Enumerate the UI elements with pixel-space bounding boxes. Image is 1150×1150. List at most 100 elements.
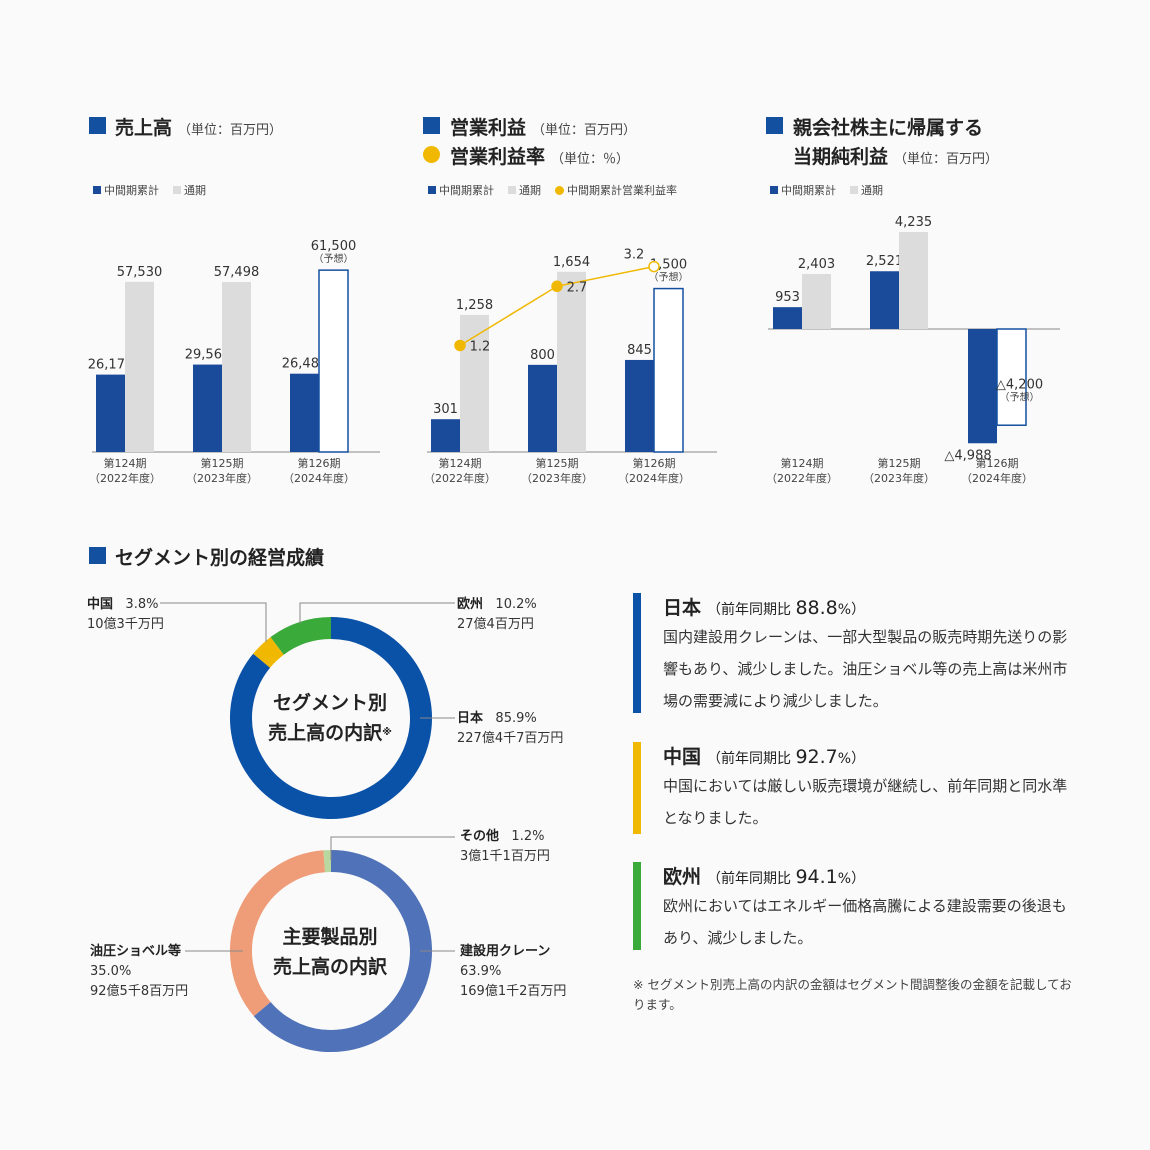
bar-interim (96, 374, 125, 452)
category-label: 第124期 (104, 456, 147, 470)
data-label: 4,235 (895, 215, 932, 230)
rate-label: 2.7 (567, 280, 588, 295)
data-label: 29,568 (185, 348, 231, 363)
comment-title: 中国 （前年同期比 92.7%） (663, 746, 866, 768)
bar-interim (773, 307, 802, 329)
category-year: （2024年度） (283, 471, 355, 485)
label-china: 中国 3.8% 10億3千万円 (87, 597, 164, 632)
comment-title: 欧州 （前年同期比 94.1%） (663, 866, 866, 888)
data-label: 57,498 (214, 265, 260, 280)
donut-slice (253, 850, 432, 1052)
data-label: 953 (775, 290, 800, 305)
comment-china: 中国 （前年同期比 92.7%） 中国においては厳しい販売環境が継続し、前年同期と… (633, 742, 1073, 837)
data-label: 301 (433, 402, 458, 417)
bar-full (802, 273, 831, 329)
label-other: その他 1.2% 3億1千1百万円 (460, 829, 550, 864)
chart2-title2: 営業利益率 （単位：％） (450, 146, 630, 168)
donut1-center: セグメント別 売上高の内訳※ (268, 692, 392, 744)
bar-full (557, 271, 586, 452)
chart3-title: 親会社株主に帰属する (793, 117, 984, 139)
title-marker (89, 117, 106, 134)
donut2-center: 主要製品別 売上高の内訳 (272, 926, 387, 978)
title-marker (423, 117, 440, 134)
category-label: 第125期 (201, 456, 244, 470)
data-label: 2,521 (866, 254, 903, 269)
category-year: （2022年度） (766, 471, 838, 485)
bar-interim (528, 364, 557, 452)
bar-full (318, 269, 349, 453)
label-crane: 建設用クレーン 63.9% 169億1千2百万円 (460, 944, 567, 999)
category-year: （2023年度） (521, 471, 593, 485)
chart3-title-line2: 当期純利益 （単位：百万円） (793, 146, 999, 168)
rate-point (648, 260, 660, 273)
data-label: 26,171 (88, 358, 134, 373)
data-label: 1,258 (456, 298, 493, 313)
data-label: 57,530 (117, 265, 163, 280)
data-label: 61,500 (311, 239, 357, 254)
title-marker (766, 117, 783, 134)
category-label: 第124期 (439, 456, 482, 470)
data-label: 1,654 (553, 255, 590, 270)
category-year: （2024年度） (961, 471, 1033, 485)
comment-bar (633, 593, 641, 713)
donut-slice (230, 850, 326, 1017)
footnote: ※ セグメント別売上高の内訳の金額はセグメント間調整後の金額を記載しております。 (633, 977, 1072, 1012)
donut-slice (270, 617, 332, 655)
bar-full (125, 281, 154, 452)
bar-interim (870, 271, 899, 329)
bar-full (899, 231, 928, 329)
category-label: 第125期 (536, 456, 579, 470)
comment-title: 日本 （前年同期比 88.8%） (663, 597, 866, 619)
category-label: 第124期 (781, 456, 824, 470)
bar-interim (290, 373, 319, 452)
category-label: 第126期 (976, 456, 1019, 470)
data-label: 845 (627, 343, 652, 358)
comment-text: 中国においては厳しい販売環境が継続し、前年同期と同水準となりました。 (663, 777, 1068, 827)
chart2-title: 営業利益 （単位：百万円） (450, 117, 637, 139)
comment-text: 欧州においてはエネルギー価格高騰による建設需要の後退もあり、減少しました。 (663, 897, 1067, 947)
data-label: 2,403 (798, 257, 835, 272)
title-marker (89, 547, 106, 564)
chart1-title: 売上高 （単位：百万円） (115, 117, 283, 139)
category-label: 第126期 (633, 456, 676, 470)
category-year: （2023年度） (186, 471, 258, 485)
data-label: △4,200 (996, 378, 1043, 393)
bar-interim (625, 359, 654, 452)
comment-text: 国内建設用クレーンは、一部大型製品の販売時期先送りの影響もあり、減少しました。油… (663, 628, 1068, 710)
comment-europe: 欧州 （前年同期比 94.1%） 欧州においてはエネルギー価格高騰による建設需要の… (633, 862, 1073, 957)
donut-slice (230, 617, 432, 819)
category-year: （2023年度） (863, 471, 935, 485)
category-label: 第125期 (878, 456, 921, 470)
rate-point (454, 339, 466, 352)
category-label: 第126期 (298, 456, 341, 470)
label-japan: 日本 85.9% 227億4千7百万円 (457, 711, 564, 746)
data-label: △4,988 (944, 448, 991, 463)
donut-charts (160, 602, 455, 1052)
bar-interim (193, 364, 222, 452)
bar-full (653, 287, 684, 453)
leader-line (330, 836, 455, 860)
forecast-note: （予想） (1000, 391, 1040, 404)
bar-interim (968, 329, 997, 444)
forecast-note: （予想） (649, 271, 689, 284)
rate-label: 1.2 (470, 339, 491, 354)
sales-chart: 26,17157,530第124期（2022年度）29,56857,498第12… (88, 215, 1060, 485)
bar-interim (431, 419, 460, 452)
rate-marker (423, 146, 440, 163)
chart2-legend: 中間期累計 通期 中間期累計営業利益率 (428, 182, 691, 198)
comment-bar (633, 862, 641, 950)
chart3-legend: 中間期累計 通期 (770, 182, 897, 198)
data-label: 26,483 (282, 357, 328, 372)
leader-line (160, 602, 267, 642)
comment-japan: 日本 （前年同期比 88.8%） 国内建設用クレーンは、一部大型製品の販売時期先送… (633, 593, 1073, 715)
donut-slice (253, 637, 284, 668)
label-shovel: 油圧ショベル等 35.0% 92億5千8百万円 (90, 944, 189, 999)
category-year: （2022年度） (424, 471, 496, 485)
rate-point (551, 280, 563, 293)
comment-bar (633, 742, 641, 834)
leader-line (299, 602, 455, 624)
bar-full (996, 328, 1027, 426)
rate-label: 3.2 (624, 248, 645, 263)
data-label: 800 (530, 348, 555, 363)
segment-title: セグメント別の経営成績 (115, 547, 325, 569)
